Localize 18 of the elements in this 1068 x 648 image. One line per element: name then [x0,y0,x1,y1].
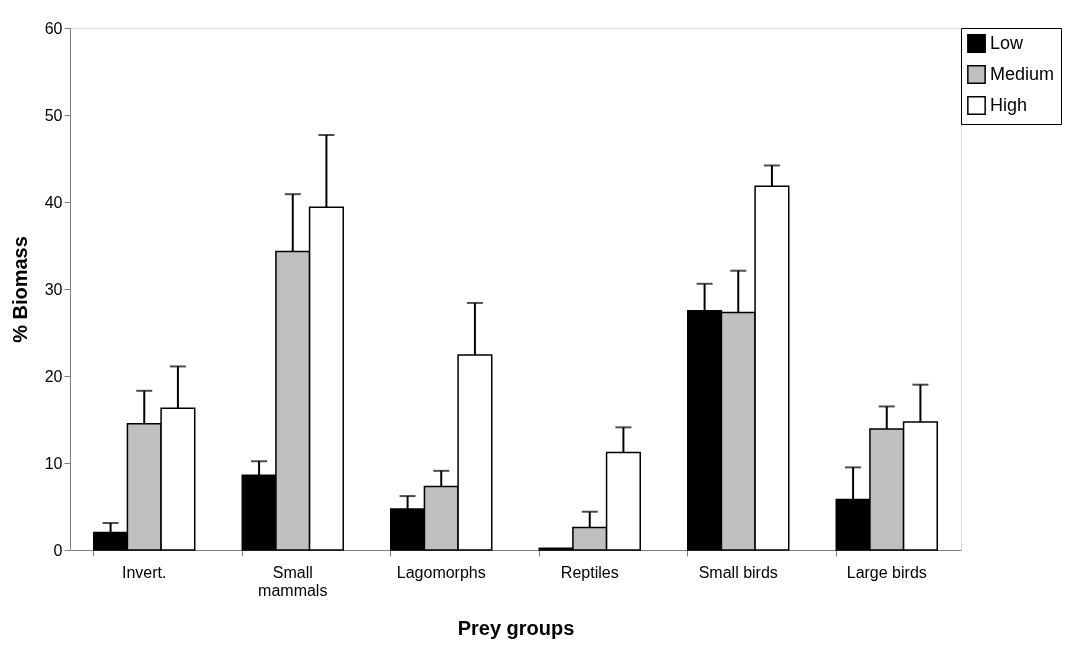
legend-label: Medium [990,63,1055,84]
y-tick-label: 60 [44,19,63,37]
x-tick-label: Small mammals [258,563,328,599]
y-axis-title: % Biomass [8,236,31,343]
y-tick-label: 50 [44,106,63,124]
x-axis-title: Prey groups [457,616,575,639]
y-tick-label: 0 [53,541,63,559]
x-tick-label: Lagomorphs [396,563,486,581]
legend-label: High [990,94,1028,115]
x-tick-label: Reptiles [560,563,619,581]
y-tick-label: 20 [44,367,63,385]
x-tick-label: Small birds [698,563,778,581]
y-tick-label: 30 [44,280,63,298]
y-tick-label: 10 [44,454,63,472]
legend-label: Low [990,32,1025,53]
y-tick-label: 40 [44,193,63,211]
x-tick-label: Invert. [122,563,167,581]
x-tick-label: Large birds [846,563,927,581]
